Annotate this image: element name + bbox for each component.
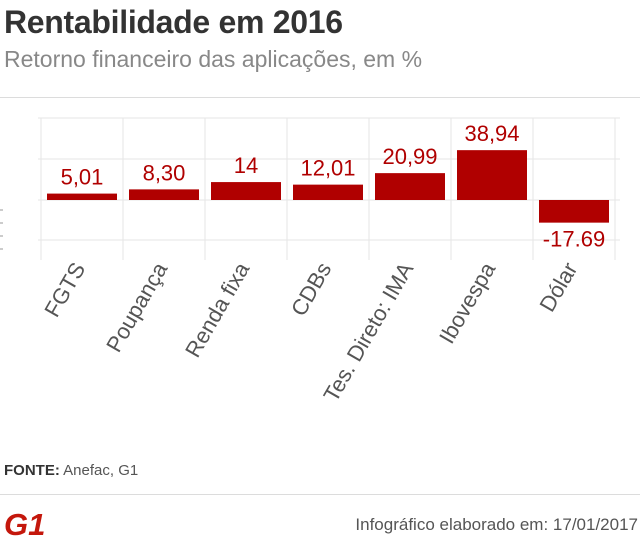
top-divider (0, 97, 640, 98)
category-label-3: CDBs (286, 258, 336, 320)
category-label-4: Tes. Direto: IMA (318, 258, 418, 406)
bottom-divider (0, 494, 640, 495)
bar-1 (129, 189, 199, 200)
bar-5 (457, 150, 527, 200)
value-label-1: 8,30 (143, 160, 186, 185)
bar-2 (211, 182, 281, 200)
source-key: FONTE: (4, 462, 60, 479)
value-labels: 5,01 8,30 14 12,01 20,99 38,94 -17.69 (61, 121, 606, 251)
category-label-2: Renda fixa (180, 257, 255, 361)
logo-text: G1 (4, 508, 44, 538)
axis-ticks (0, 209, 3, 250)
category-label-0: FGTS (39, 258, 90, 321)
category-label-6: Dólar (534, 258, 582, 316)
value-label-5: 38,94 (464, 121, 519, 146)
source-value: Anefac, G1 (63, 462, 139, 479)
value-label-3: 12,01 (300, 156, 355, 181)
value-label-6: -17.69 (543, 227, 605, 252)
category-label-5: Ibovespa (434, 257, 501, 347)
bar-3 (293, 184, 363, 200)
category-label-1: Poupança (101, 257, 173, 356)
bar-6 (539, 200, 609, 223)
source-note: FONTE: Anefac, G1 (4, 462, 138, 479)
bar-4 (375, 173, 445, 200)
value-label-2: 14 (234, 153, 258, 178)
chart-title: Rentabilidade em 2016 (4, 4, 343, 40)
value-label-4: 20,99 (382, 144, 437, 169)
g1-logo: G1 (4, 508, 44, 538)
chart-subtitle: Retorno financeiro das aplicações, em % (4, 46, 423, 72)
bars (47, 150, 609, 223)
value-label-0: 5,01 (61, 165, 104, 190)
credit-note: Infográfico elaborado em: 17/01/2017 (355, 515, 638, 534)
bar-chart: 5,01 8,30 14 12,01 20,99 38,94 -17.69 FGTS Poup… (0, 117, 620, 406)
bar-0 (47, 193, 117, 200)
